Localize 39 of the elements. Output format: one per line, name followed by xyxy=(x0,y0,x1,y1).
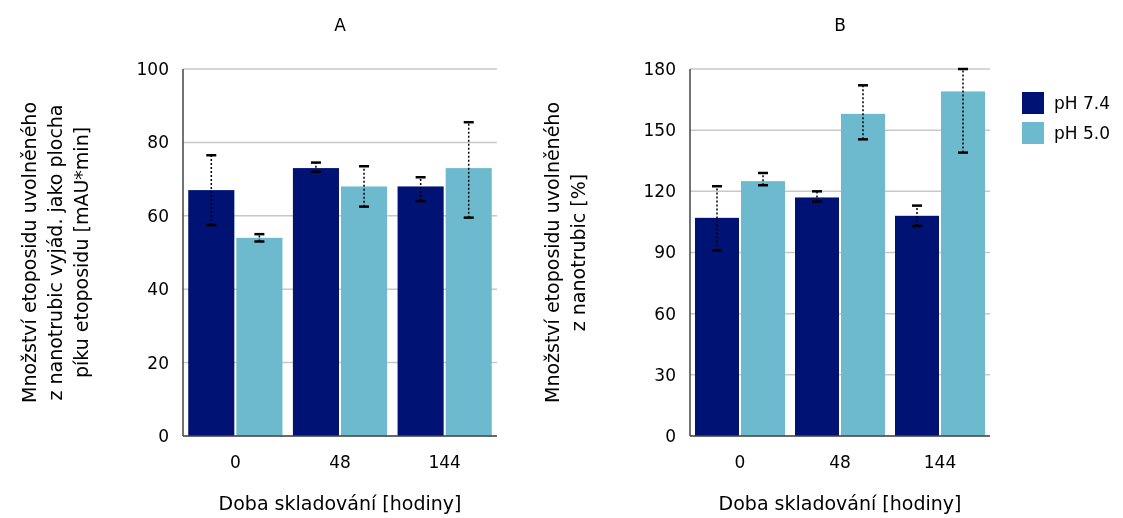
bar xyxy=(445,168,492,436)
y-tick-label: 150 xyxy=(643,120,676,141)
y-tick-label: 100 xyxy=(136,58,169,79)
x-tick-label: 144 xyxy=(428,452,461,472)
bar xyxy=(941,91,985,436)
y-tick-label: 60 xyxy=(147,205,169,226)
y-tick-label: 40 xyxy=(147,279,169,300)
chart-title: B xyxy=(834,15,846,35)
y-tick-label: 90 xyxy=(654,242,676,263)
y-tick-label: 80 xyxy=(147,132,169,153)
y-tick-label: 60 xyxy=(654,303,676,324)
y-tick-label: 20 xyxy=(147,352,169,373)
legend-label: pH 7.4 xyxy=(1054,92,1111,113)
bar xyxy=(236,237,283,436)
x-axis-title: Doba skladování [hodiny] xyxy=(218,492,462,514)
y-axis-title: Množství etoposidu uvolněného z nanotrubic [%] xyxy=(541,101,589,404)
x-tick-label: 0 xyxy=(734,452,746,472)
bar xyxy=(895,215,939,436)
chart-title: A xyxy=(334,15,347,35)
y-tick-label: 120 xyxy=(643,181,676,202)
y-axis-title: Množství etoposidu uvolněného z nanotrubic vyjád. jako plocha píku etoposidu [mAU*min] xyxy=(18,101,92,404)
bar xyxy=(292,168,339,436)
x-tick-label: 0 xyxy=(229,452,241,472)
x-tick-label: 48 xyxy=(329,452,351,472)
bar xyxy=(741,181,785,436)
bar xyxy=(188,190,235,436)
y-tick-label: 0 xyxy=(158,425,169,446)
legend-label: pH 5.0 xyxy=(1054,122,1111,143)
bar xyxy=(341,186,388,436)
bar xyxy=(397,186,444,436)
x-tick-label: 48 xyxy=(829,452,851,472)
y-tick-label: 30 xyxy=(654,364,676,385)
y-tick-label: 0 xyxy=(665,425,676,446)
bar xyxy=(795,197,839,436)
y-tick-label: 180 xyxy=(643,58,676,79)
x-tick-label: 144 xyxy=(923,452,957,472)
x-axis-title: Doba skladování [hodiny] xyxy=(718,492,962,514)
bar xyxy=(841,113,885,436)
bar xyxy=(695,217,739,436)
